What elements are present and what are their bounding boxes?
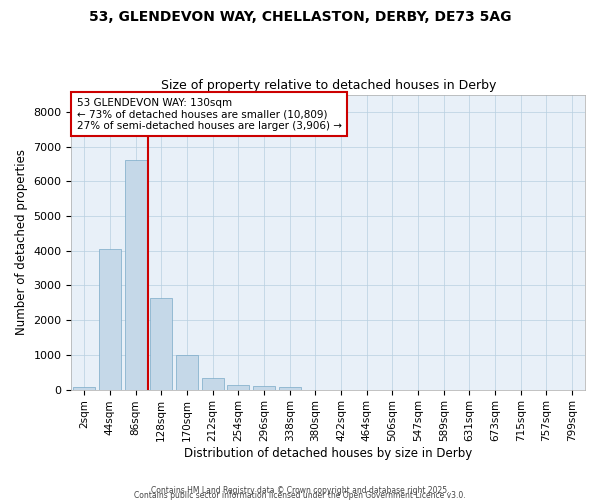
Bar [227,386,249,390]
Bar [176,355,198,390]
X-axis label: Distribution of detached houses by size in Derby: Distribution of detached houses by size … [184,447,472,460]
Bar [151,298,172,390]
Text: 53 GLENDEVON WAY: 130sqm
← 73% of detached houses are smaller (10,809)
27% of se: 53 GLENDEVON WAY: 130sqm ← 73% of detach… [77,98,341,130]
Y-axis label: Number of detached properties: Number of detached properties [15,149,28,335]
Text: Contains public sector information licensed under the Open Government Licence v3: Contains public sector information licen… [134,490,466,500]
Bar [279,387,301,390]
Bar [125,160,146,390]
Bar [202,378,224,390]
Text: Contains HM Land Registry data © Crown copyright and database right 2025.: Contains HM Land Registry data © Crown c… [151,486,449,495]
Bar [253,386,275,390]
Bar [73,387,95,390]
Title: Size of property relative to detached houses in Derby: Size of property relative to detached ho… [161,79,496,92]
Text: 53, GLENDEVON WAY, CHELLASTON, DERBY, DE73 5AG: 53, GLENDEVON WAY, CHELLASTON, DERBY, DE… [89,10,511,24]
Bar [99,249,121,390]
